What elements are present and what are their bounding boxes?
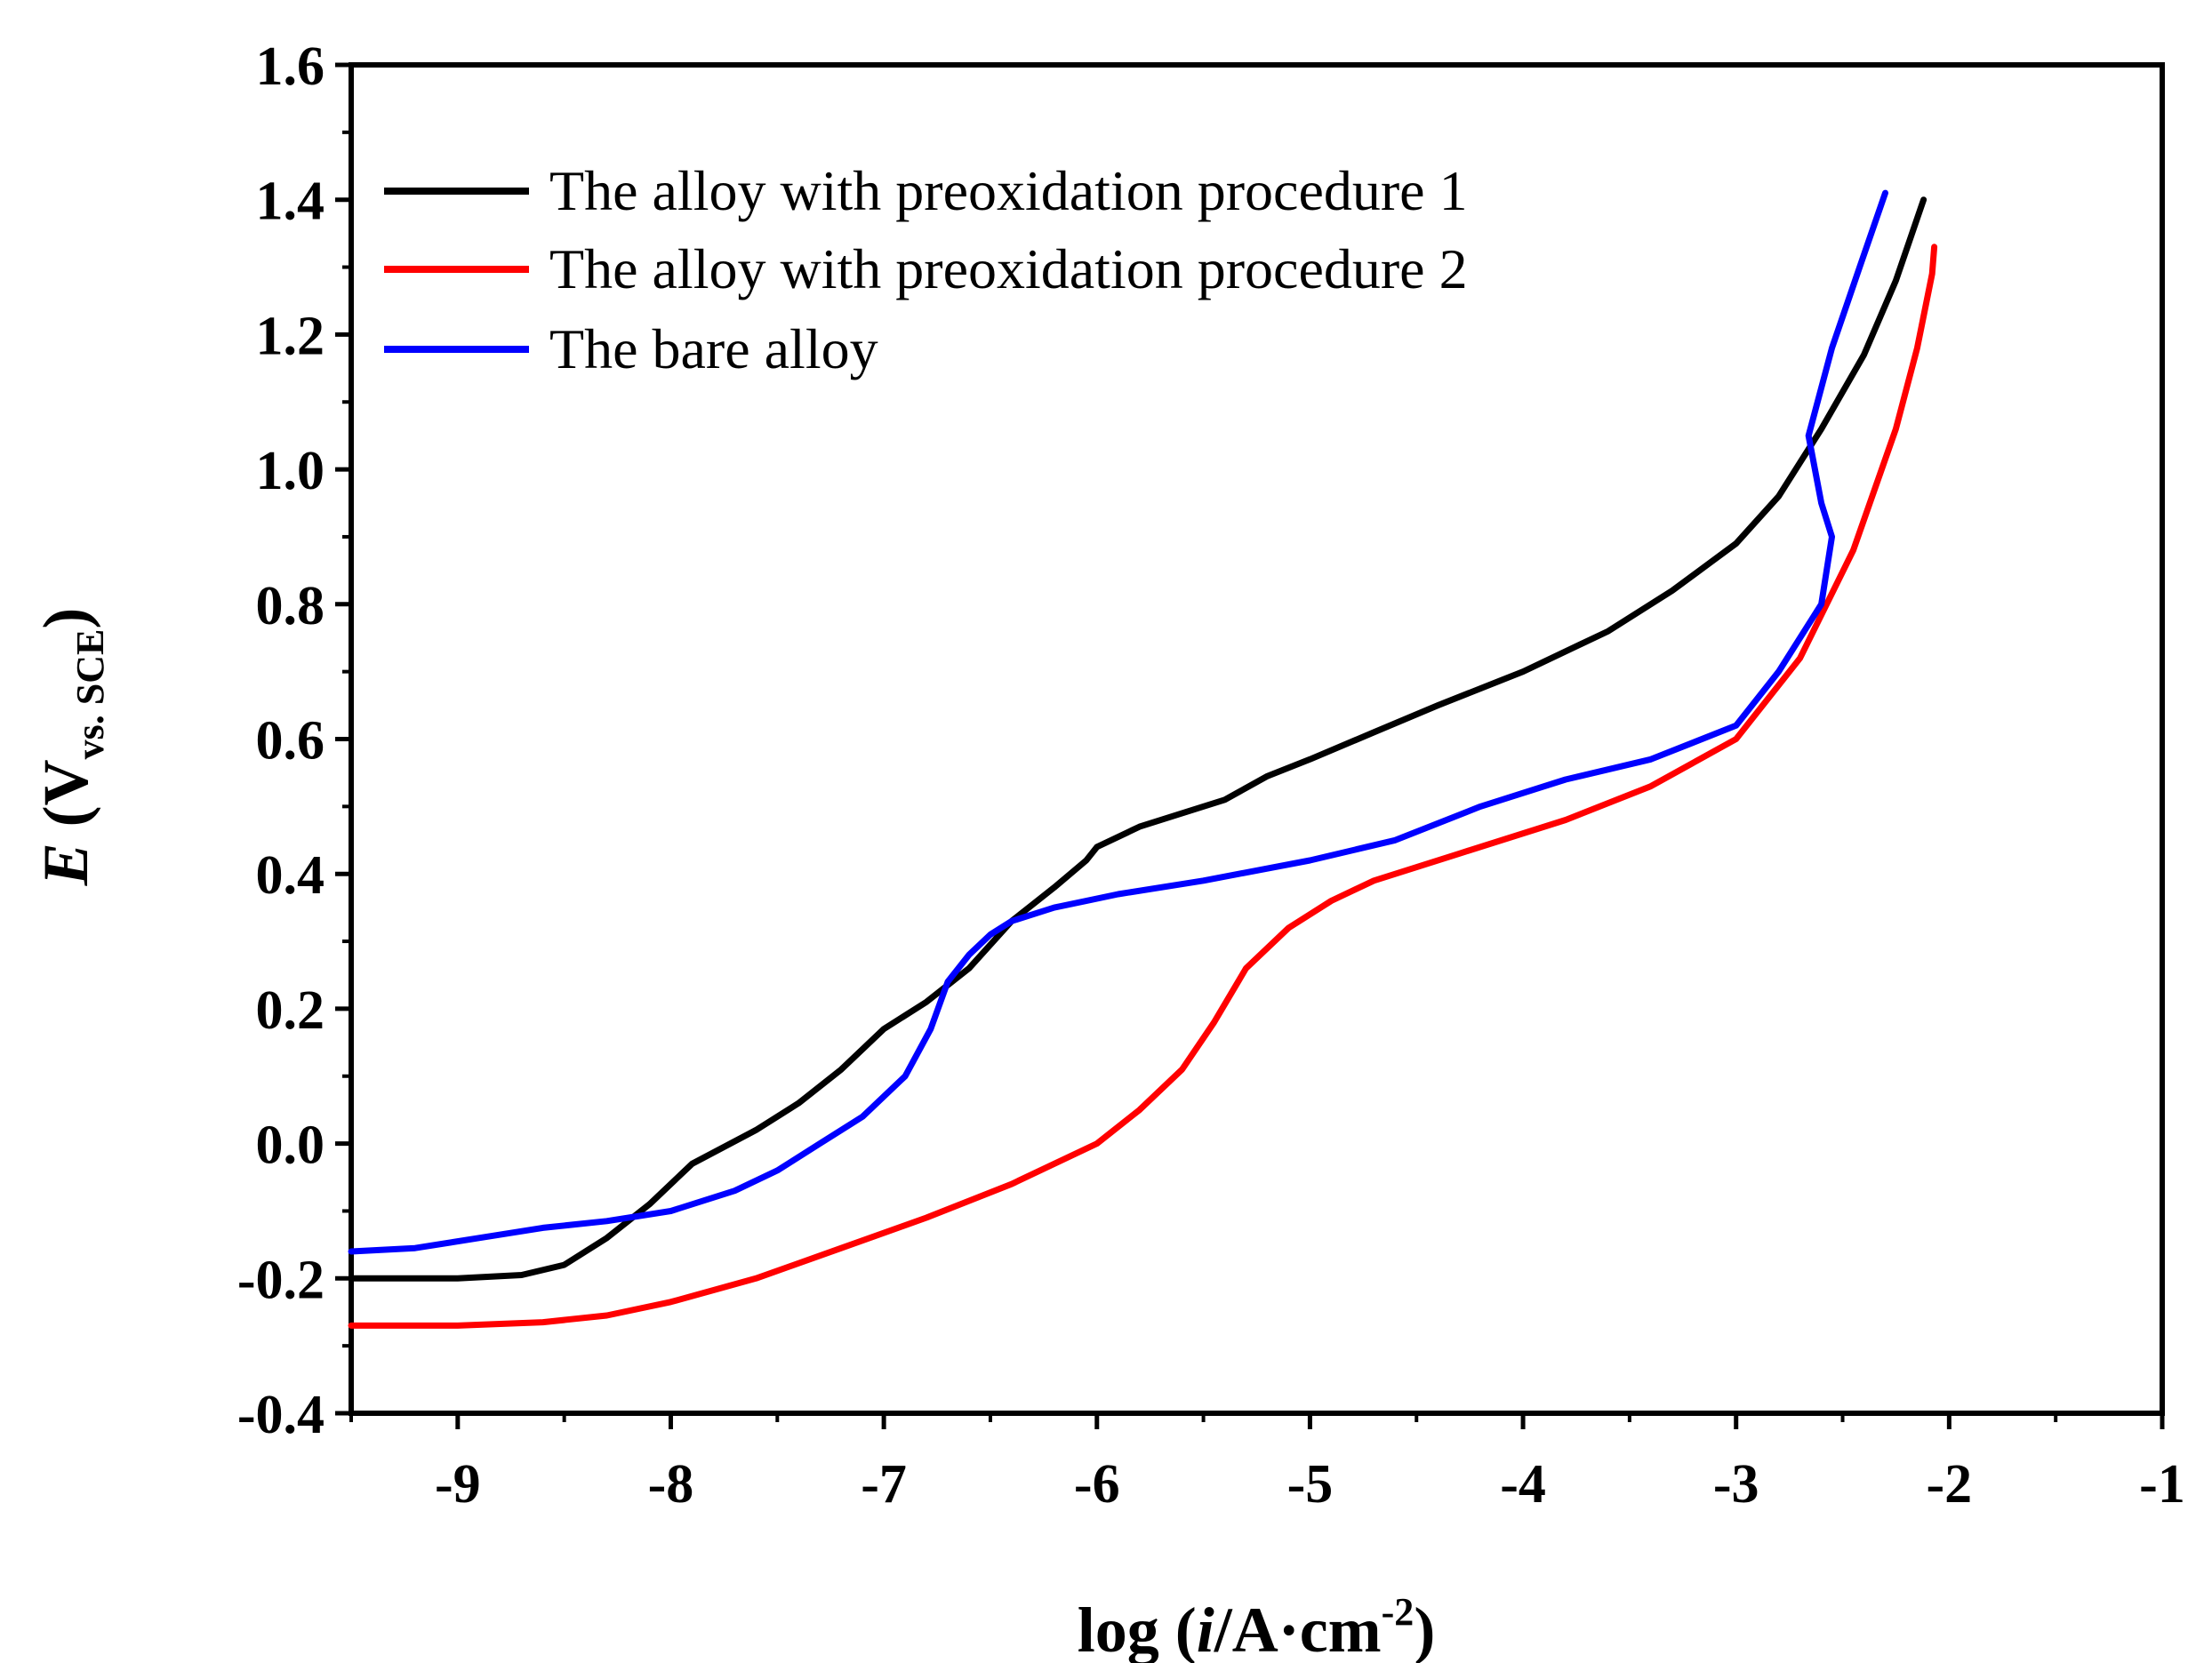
x-tick-label: -1 <box>2139 1454 2185 1515</box>
y-tick-label: 0.0 <box>256 1115 325 1176</box>
x-tick-label: -5 <box>1287 1454 1334 1515</box>
y-tick-label: -0.2 <box>237 1250 325 1310</box>
series-lines <box>348 189 1938 1329</box>
legend: The alloy with preoxidation procedure 1 … <box>384 159 1468 380</box>
x-tick-label: -6 <box>1074 1454 1120 1515</box>
y-tick-label: 0.2 <box>256 980 325 1041</box>
x-tick-label: -3 <box>1713 1454 1759 1515</box>
x-axis-title: log (i/A·cm-2) <box>1078 1590 1436 1663</box>
y-tick-label: 1.6 <box>256 36 325 97</box>
y-tick-label: 1.4 <box>256 172 325 232</box>
axis-ticks <box>335 62 2165 1429</box>
x-tick-label: -8 <box>648 1454 694 1515</box>
y-tick-label: 0.8 <box>256 576 325 636</box>
x-tick-label: -7 <box>861 1454 907 1515</box>
y-tick-labels: -0.4 -0.2 0.0 0.2 0.4 0.6 0.8 1.0 1.2 1.4 1.6 <box>237 36 325 1445</box>
y-tick-label: 1.0 <box>256 441 325 501</box>
legend-label-procedure-2: The alloy with preoxidation procedure 2 <box>549 237 1468 300</box>
series-line-bare-alloy <box>348 189 1888 1255</box>
x-tick-label: -4 <box>1500 1454 1546 1515</box>
series-line-procedure-1 <box>348 196 1927 1282</box>
y-tick-label: 0.6 <box>256 711 325 772</box>
x-tick-labels: -9 -8 -7 -6 -5 -4 -3 -2 -1 <box>435 1454 2185 1515</box>
legend-label-bare-alloy: The bare alloy <box>549 317 878 380</box>
legend-label-procedure-1: The alloy with preoxidation procedure 1 <box>549 159 1468 222</box>
y-tick-label: -0.4 <box>237 1385 325 1445</box>
y-axis-title: E (Vvs. SCE) <box>30 608 112 887</box>
x-tick-label: -9 <box>435 1454 481 1515</box>
x-tick-label: -2 <box>1927 1454 1973 1515</box>
series-line-procedure-2 <box>348 244 1938 1329</box>
y-tick-label: 0.4 <box>256 845 325 906</box>
y-tick-label: 1.2 <box>256 306 325 366</box>
